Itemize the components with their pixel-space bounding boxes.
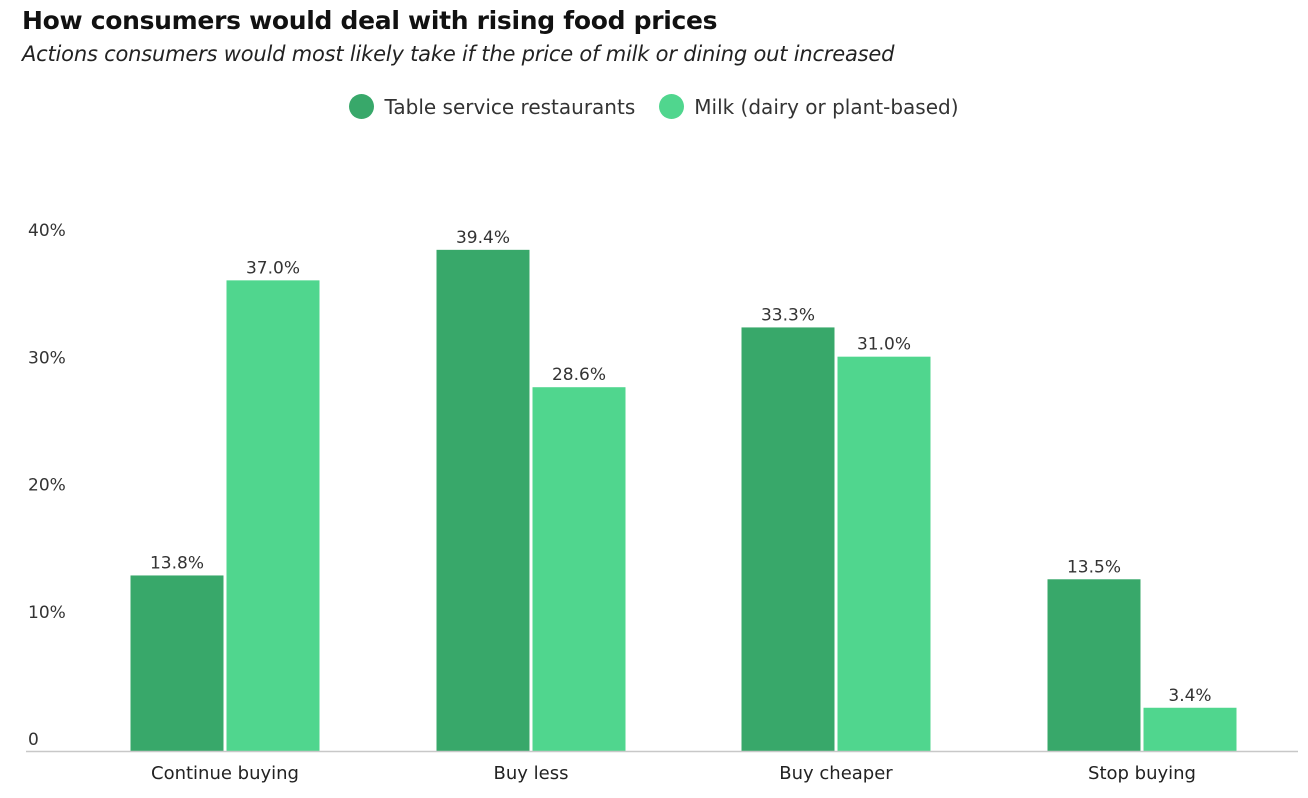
legend-item-restaurants[interactable]: Table service restaurants	[349, 94, 635, 119]
legend-item-milk[interactable]: Milk (dairy or plant-based)	[659, 94, 959, 119]
data-label-milk: 37.0%	[246, 258, 300, 278]
legend-label-restaurants: Table service restaurants	[384, 94, 636, 119]
x-category-label: Stop buying	[1088, 763, 1196, 784]
x-axis: Continue buying Buy less Buy cheaper Stop b…	[151, 763, 1196, 784]
bar-milk	[1143, 707, 1237, 751]
data-label-milk: 31.0%	[857, 335, 911, 355]
data-label-restaurants: 13.5%	[1067, 557, 1121, 577]
bar-milk	[837, 356, 931, 751]
bar-milk	[226, 280, 320, 751]
bar-restaurants	[1047, 579, 1141, 751]
data-labels: 13.8% 37.0% 39.4% 28.6% 33.3% 31.0% 13.5% 3.4%	[150, 228, 1212, 706]
chart-subtitle: Actions consumers would most likely take…	[22, 42, 895, 66]
legend-swatch-restaurants	[349, 94, 375, 119]
data-label-milk: 3.4%	[1168, 686, 1211, 706]
y-tick-label: 40%	[28, 221, 66, 241]
bar-restaurants	[130, 575, 224, 751]
data-label-restaurants: 39.4%	[456, 228, 510, 248]
x-category-label: Buy cheaper	[779, 763, 893, 784]
y-axis: 0 10% 20% 30% 40%	[28, 221, 66, 750]
legend-swatch-milk	[659, 94, 685, 119]
data-label-milk: 28.6%	[552, 365, 606, 385]
legend: Table service restaurants Milk (dairy or…	[0, 94, 1308, 119]
y-tick-label: 30%	[28, 348, 66, 368]
y-tick-label: 0	[28, 730, 39, 750]
x-category-label: Buy less	[494, 763, 569, 784]
bar-milk	[532, 387, 626, 751]
y-tick-label: 20%	[28, 476, 66, 496]
bar-restaurants	[741, 327, 835, 751]
y-tick-label: 10%	[28, 603, 66, 623]
data-label-restaurants: 13.8%	[150, 553, 204, 573]
data-label-restaurants: 33.3%	[761, 305, 815, 325]
bar-restaurants	[436, 249, 530, 751]
x-category-label: Continue buying	[151, 763, 299, 784]
bars	[130, 249, 1237, 751]
legend-label-milk: Milk (dairy or plant-based)	[694, 94, 959, 119]
chart-title: How consumers would deal with rising foo…	[22, 6, 718, 35]
